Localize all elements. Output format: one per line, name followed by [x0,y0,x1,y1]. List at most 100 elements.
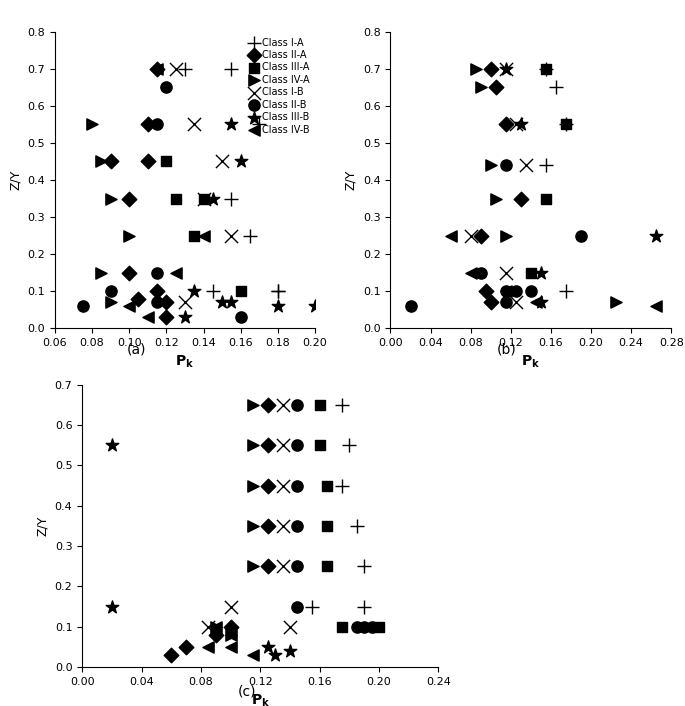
Point [277,400,288,411]
Point [262,520,273,532]
Point [262,561,273,572]
Point [235,311,246,323]
Point [124,230,135,241]
Point [170,267,181,278]
Point [226,64,237,75]
Point [170,193,181,204]
Text: (b): (b) [497,342,516,357]
Point [366,621,377,633]
Point [106,601,117,612]
Point [216,156,227,167]
Point [292,400,303,411]
X-axis label: $\bf{P_k}$: $\bf{P_k}$ [251,693,270,706]
Point [208,285,219,297]
Point [151,297,162,308]
Point [475,82,486,93]
Point [124,301,135,312]
Point [181,641,192,652]
Point [336,400,347,411]
Point [142,119,153,130]
Point [540,160,551,171]
X-axis label: $\bf{P_k}$: $\bf{P_k}$ [521,354,540,370]
Point [179,311,190,323]
Point [96,267,107,278]
Point [521,160,532,171]
Point [161,82,172,93]
Point [292,520,303,532]
Point [485,64,496,75]
Point [351,520,362,532]
Point [292,561,303,572]
Point [225,641,236,652]
Point [106,440,117,451]
Point [133,293,144,304]
Point [179,297,190,308]
Point [322,561,333,572]
X-axis label: $\bf{P_k}$: $\bf{P_k}$ [175,354,195,370]
Point [247,650,258,661]
Point [151,267,162,278]
Point [277,520,288,532]
Point [277,440,288,451]
Point [225,629,236,640]
Point [105,193,116,204]
Point [235,285,246,297]
Point [198,193,209,204]
Point [198,230,209,241]
Point [575,230,586,241]
Point [235,156,246,167]
Point [475,230,486,241]
Point [105,156,116,167]
Point [170,64,181,75]
Point [465,230,476,241]
Point [247,480,258,491]
Point [142,311,153,323]
Point [651,230,662,241]
Point [510,297,521,308]
Point [540,193,551,204]
Point [490,193,501,204]
Point [560,119,571,130]
Point [262,480,273,491]
Point [485,297,496,308]
Point [203,621,214,633]
Y-axis label: Z/Y: Z/Y [36,516,49,536]
Point [310,301,321,312]
Point [314,440,325,451]
Point [351,621,362,633]
Point [336,621,347,633]
Point [151,285,162,297]
Point [247,561,258,572]
Point [359,621,370,633]
Text: (a): (a) [127,342,147,357]
Point [198,193,209,204]
Point [292,480,303,491]
Point [322,480,333,491]
Point [292,601,303,612]
Point [307,601,318,612]
Point [500,160,511,171]
Legend: Class I-A, Class II-A, Class III-A, Class IV-A, Class I-B, Class II-B, Class III: Class I-A, Class II-A, Class III-A, Clas… [248,37,310,136]
Point [336,480,347,491]
Point [225,601,236,612]
Point [254,119,265,130]
Point [247,440,258,451]
Point [525,267,536,278]
Point [226,193,237,204]
Point [536,297,547,308]
Point [273,285,284,297]
Point [151,119,162,130]
Point [359,601,370,612]
Point [166,650,177,661]
Point [530,297,541,308]
Point [560,119,571,130]
Point [314,400,325,411]
Point [225,621,236,633]
Point [189,230,200,241]
Point [262,641,273,652]
Point [490,82,501,93]
Point [560,285,571,297]
Point [284,645,295,657]
Point [124,267,135,278]
Point [179,64,190,75]
